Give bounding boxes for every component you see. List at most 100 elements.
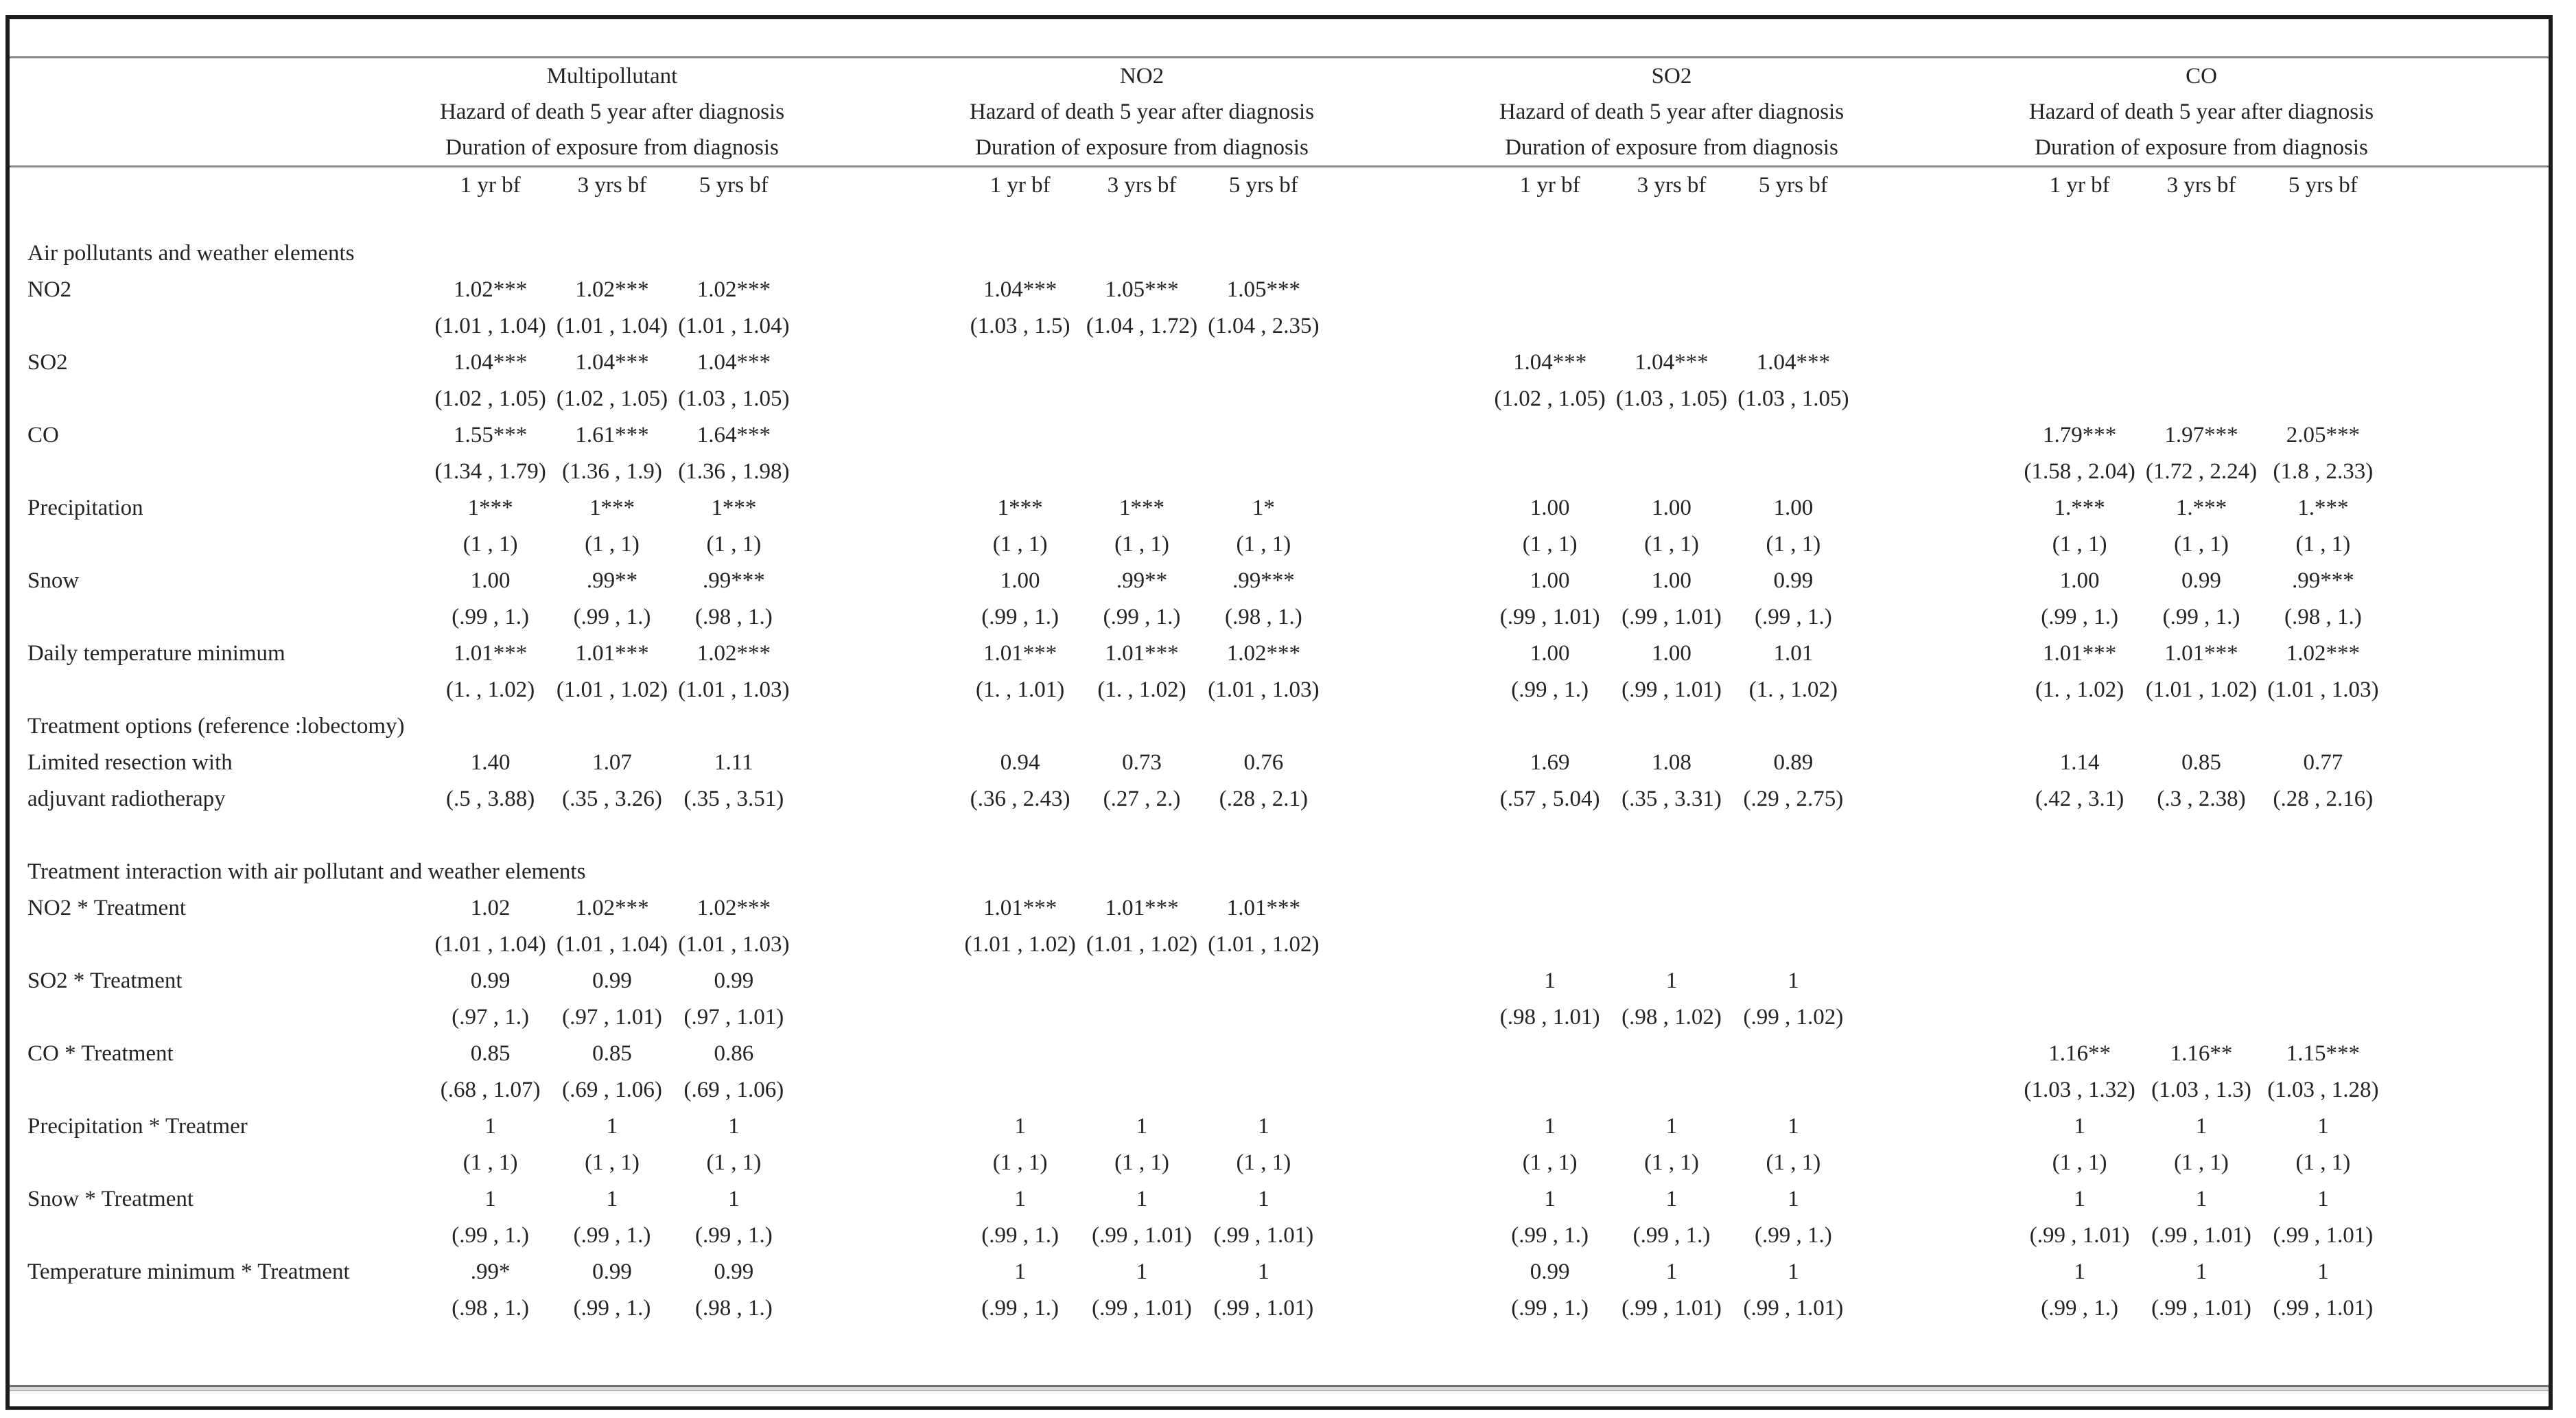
ci-cell: (1. , 1.02) <box>1748 677 1838 702</box>
ci-cell: (.97 , 1.01) <box>683 1005 784 1030</box>
ci-cell: (.99 , 1.01) <box>1621 605 1722 629</box>
estimate-cell: 1 <box>1258 1187 1269 1211</box>
group-subtitle-1: Hazard of death 5 year after diagnosis <box>439 100 785 124</box>
ci-cell: (1.03 , 1.28) <box>2267 1078 2379 1102</box>
ci-cell: (1. , 1.02) <box>2035 677 2124 702</box>
estimate-cell: 1.04*** <box>696 350 771 375</box>
estimate-cell: 1 <box>1544 968 1556 993</box>
ci-cell: (1.36 , 1.98) <box>678 459 790 484</box>
ci-cell: (.99 , 1.01) <box>2273 1296 2374 1321</box>
estimate-cell: 1.02*** <box>454 277 528 302</box>
estimate-cell: 1.02*** <box>696 641 771 666</box>
estimate-cell: 1.01 <box>1773 641 1814 666</box>
group-cells-no2: 0.94 0.73 0.76 <box>959 745 1489 781</box>
estimate-cell: 0.99 <box>714 968 754 993</box>
group-cells-no2: 1.00 .99** .99*** <box>959 563 1489 599</box>
ci-cell: (1.01 , 1.04) <box>434 314 546 338</box>
ci-cell: (1.03 , 1.05) <box>678 386 790 411</box>
ci-cell: (1.03 , 1.3) <box>2151 1078 2251 1102</box>
table-row: SO2 * Treatment 0.99 0.99 0.99 1 <box>10 963 2549 1036</box>
ci-cell: (1 , 1) <box>2052 532 2107 557</box>
ci-cell: (.99 , 1.01) <box>1092 1223 1192 1248</box>
ci-cell: (1.01 , 1.02) <box>1086 932 1198 957</box>
estimate-cell: 0.99 <box>2181 568 2221 593</box>
ci-cell: (.99 , 1.01) <box>2029 1223 2130 1248</box>
table-row: Temperature minimum * Treatment .99* 0.9… <box>10 1254 2549 1327</box>
ci-cell: (1.72 , 2.24) <box>2145 459 2258 484</box>
estimate-cell: 1.97*** <box>2164 423 2238 448</box>
estimate-cell: 1.69 <box>1530 750 1570 775</box>
estimate-line: Treatment options (reference :lobectomy) <box>10 708 2549 745</box>
group-cells-no2: 1.04*** 1.05*** 1.05*** <box>959 272 1489 308</box>
ci-cell: (1 , 1) <box>462 1150 518 1175</box>
estimate-line: Limited resection with 1.40 1.07 1.11 0.… <box>10 745 2549 781</box>
group-subtitle-1: Hazard of death 5 year after diagnosis <box>969 100 1315 124</box>
estimate-cell: 1.02*** <box>696 896 771 920</box>
table-row: NO2 1.02*** 1.02*** 1.02*** 1.04*** 1.05… <box>10 272 2549 345</box>
table-row: Air pollutants and weather elements <box>10 235 2549 272</box>
subcolumn-header: 5 yrs bf <box>1758 173 1828 198</box>
ci-cell: (.98 , 1.) <box>694 605 773 629</box>
ci-cell: (.35 , 3.26) <box>562 787 662 811</box>
ci-cell: (.99 , 1.) <box>2041 1296 2119 1321</box>
ci-cell: (.99 , 1.01) <box>2151 1223 2251 1248</box>
estimate-cell: 1 <box>728 1187 740 1211</box>
estimate-line: SO2 1.04*** 1.04*** 1.04*** 1.04** <box>10 345 2549 381</box>
ci-cell: (.99 , 1.) <box>1511 1296 1589 1321</box>
group-cells-no2: 1.01*** 1.01*** 1.02*** <box>959 636 1489 672</box>
estimate-cell: 1 <box>1788 1187 1799 1211</box>
estimate-cell: 1 <box>606 1187 618 1211</box>
estimate-cell: 1.01*** <box>2164 641 2238 666</box>
estimate-cell: 1 <box>2074 1114 2085 1139</box>
table-body: Air pollutants and weather elements <box>10 235 2549 1327</box>
group-cells-so2: 1.00 1.00 0.99 <box>1489 563 2019 599</box>
estimate-cell: 1.01*** <box>1105 641 1179 666</box>
row-label: CO * Treatment <box>27 1041 174 1066</box>
estimate-cell: 1*** <box>711 496 757 520</box>
estimate-cell: 0.73 <box>1122 750 1162 775</box>
ci-cell: (.99 , 1.01) <box>1743 1296 1844 1321</box>
ci-cell: (1 , 1) <box>706 532 762 557</box>
group-cells-so2: (.99 , 1.) (.99 , 1.01) (.99 , 1.01) <box>1489 1290 2019 1327</box>
subcolumn-header: 3 yrs bf <box>1637 173 1707 198</box>
ci-cell: (1 , 1) <box>992 532 1048 557</box>
group-cells-co: 1.00 0.99 .99*** <box>2019 563 2549 599</box>
ci-cell: (.99 , 1.01) <box>1499 605 1600 629</box>
group-cells-multipollutant: 1.01*** 1.01*** 1.02*** <box>430 636 959 672</box>
ci-cell: (.99 , 1.) <box>981 605 1059 629</box>
estimate-cell: 1.04*** <box>454 350 528 375</box>
estimate-line: CO * Treatment 0.85 0.85 0.86 <box>10 1036 2549 1072</box>
group-cells-so2: (1.02 , 1.05) (1.03 , 1.05) (1.03 , 1.05… <box>1489 381 2019 417</box>
table-row: Treatment options (reference :lobectomy) <box>10 708 2549 745</box>
estimate-cell: 1.01*** <box>454 641 528 666</box>
ci-cell: (.99 , 1.) <box>452 1223 530 1248</box>
estimate-cell: 1 <box>2317 1187 2329 1211</box>
group-cells-co: (.99 , 1.01) (.99 , 1.01) (.99 , 1.01) <box>2019 1218 2549 1254</box>
estimate-cell: 1 <box>1136 1259 1148 1284</box>
row-label: Snow <box>27 568 80 593</box>
confidence-interval-line: (.98 , 1.) (.99 , 1.) (.98 , 1.) (.99 , … <box>10 1290 2549 1327</box>
ci-cell: (.98 , 1.) <box>1224 605 1302 629</box>
ci-cell: (1.03 , 1.05) <box>1737 386 1849 411</box>
estimate-cell: 1.05*** <box>1226 277 1300 302</box>
group-cells-multipollutant: 1 1 1 <box>430 1181 959 1218</box>
estimate-cell: 1 <box>1665 968 1678 993</box>
group-cells-multipollutant: (.97 , 1.) (.97 , 1.01) (.97 , 1.01) <box>430 999 959 1036</box>
subcolumn-header: 5 yrs bf <box>2288 173 2358 198</box>
ci-cell: (.99 , 1.) <box>452 605 530 629</box>
subcolumn-header: 3 yrs bf <box>577 173 647 198</box>
ci-cell: (1 , 1) <box>585 1150 640 1175</box>
estimate-cell: 1.04*** <box>1635 350 1709 375</box>
ci-cell: (1 , 1) <box>706 1150 762 1175</box>
ci-cell: (.57 , 5.04) <box>1499 787 1600 811</box>
estimate-cell: 0.99 <box>470 968 511 993</box>
ci-cell: (.69 , 1.06) <box>683 1078 784 1102</box>
ci-cell: (1.03 , 1.32) <box>2024 1078 2135 1102</box>
ci-cell: (.99 , 1.) <box>1754 1223 1832 1248</box>
ci-cell: (.99 , 1.) <box>981 1223 1059 1248</box>
ci-cell: (1 , 1) <box>585 532 640 557</box>
group-cells-multipollutant: (.98 , 1.) (.99 , 1.) (.98 , 1.) <box>430 1290 959 1327</box>
group-cells-so2: (.99 , 1.) (.99 , 1.) (.99 , 1.) <box>1489 1218 2019 1254</box>
ci-cell: (1.8 , 2.33) <box>2273 459 2374 484</box>
ci-cell: (.98 , 1.) <box>452 1296 530 1321</box>
